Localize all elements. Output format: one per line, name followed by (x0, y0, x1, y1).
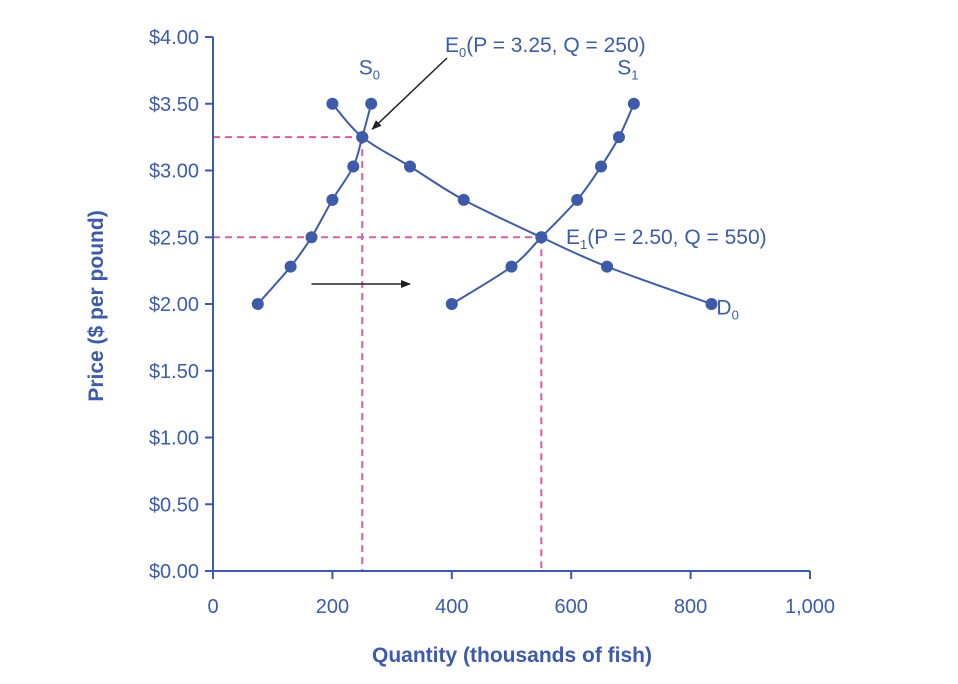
x-tick-label: 200 (316, 596, 349, 618)
point-d0 (601, 260, 614, 273)
data-points (251, 97, 718, 310)
point-s0 (284, 260, 297, 273)
point-d0 (404, 160, 417, 173)
x-tick-label: 600 (555, 596, 588, 618)
y-tick-label: $2.00 (149, 294, 199, 316)
point-s0 (365, 97, 378, 110)
y-tick-label: $1.00 (149, 428, 199, 450)
curve-d0 (331, 103, 712, 305)
axes: $0.00 $0.50 $1.00 $1.50 $2.00 $2.50 $3.00 $3.50… (149, 27, 835, 618)
series-label-s0: S0 (359, 56, 380, 82)
point-d0 (705, 298, 718, 310)
equilibrium-guides (213, 136, 543, 571)
point-d0 (535, 231, 548, 244)
x-tick-label: 400 (435, 596, 468, 618)
point-d0 (356, 131, 369, 144)
series-label-s1: S1 (617, 56, 638, 82)
point-s0 (251, 298, 264, 310)
point-d0 (457, 193, 470, 206)
equilibrium-label-e1: E1(P = 2.50, Q = 550) (566, 226, 767, 252)
annotations: S0 S1 D0 E0(P = 3.25, Q = 250) E1(P = 2.50, … (311, 34, 767, 323)
x-tick-label: 1,000 (785, 596, 835, 618)
point-s1 (445, 298, 458, 310)
point-s1 (571, 193, 584, 206)
y-tick-label: $0.00 (149, 561, 199, 583)
series-label-d0: D0 (716, 297, 738, 323)
y-tick-label: $1.50 (149, 361, 199, 383)
x-tick-label: 800 (674, 596, 707, 618)
equilibrium-label-e0: E0(P = 3.25, Q = 250) (445, 34, 646, 60)
point-s0 (326, 193, 339, 206)
curves (257, 103, 712, 305)
point-s0 (305, 231, 318, 244)
curve-s1 (451, 103, 635, 305)
point-s1 (505, 260, 518, 273)
e0-pointer-arrow (371, 57, 448, 130)
point-d0 (326, 97, 339, 110)
point-s1 (627, 97, 640, 110)
point-s0 (347, 160, 360, 173)
y-tick-label: $0.50 (149, 494, 199, 516)
point-s1 (612, 131, 625, 144)
y-axis-title: Price ($ per pound) (85, 210, 108, 401)
y-tick-label: $3.50 (149, 94, 199, 116)
point-s1 (595, 160, 608, 173)
x-tick-label: 0 (207, 596, 218, 618)
x-axis-title: Quantity (thousands of fish) (372, 644, 652, 667)
y-tick-label: $4.00 (149, 27, 199, 49)
y-tick-label: $2.50 (149, 227, 199, 249)
y-tick-label: $3.00 (149, 161, 199, 183)
curve-s0 (257, 103, 373, 305)
